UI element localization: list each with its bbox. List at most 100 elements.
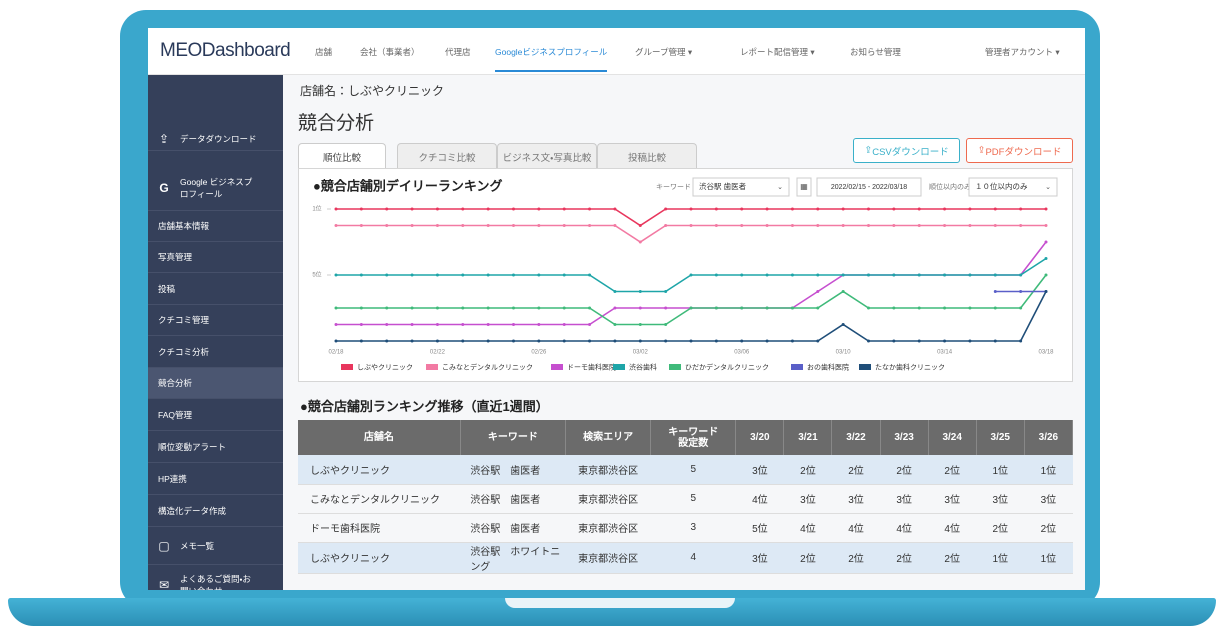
data-point xyxy=(512,274,515,277)
series-line xyxy=(336,226,1046,243)
data-point xyxy=(867,224,870,227)
data-point xyxy=(360,208,363,211)
data-point xyxy=(994,224,997,227)
data-point xyxy=(968,224,971,227)
legend-swatch xyxy=(426,364,438,370)
table-cell: 3位 xyxy=(1024,484,1072,513)
data-point xyxy=(943,224,946,227)
nav-item[interactable]: レポート配信管理 ▾ xyxy=(740,46,815,58)
sidebar-item[interactable]: クチコミ管理 xyxy=(148,305,283,336)
sidebar-item[interactable]: 構造化データ作成 xyxy=(148,495,283,527)
data-point xyxy=(968,307,971,310)
data-point xyxy=(740,208,743,211)
data-point xyxy=(816,224,819,227)
data-point xyxy=(588,323,591,326)
sidebar-item[interactable]: FAQ管理 xyxy=(148,399,283,431)
table-cell: 3位 xyxy=(976,484,1024,513)
data-point xyxy=(487,274,490,277)
table-cell: 1位 xyxy=(976,455,1024,484)
sidebar-item[interactable]: ✉よくあるご質問・お問い合わせ xyxy=(148,565,283,590)
tab[interactable]: 投稿比較 xyxy=(597,143,697,170)
pdf-download-button[interactable]: ⇪PDFダウンロード xyxy=(966,138,1073,163)
data-point xyxy=(664,323,667,326)
data-point xyxy=(639,307,642,310)
data-point xyxy=(335,340,338,343)
data-point xyxy=(867,274,870,277)
sidebar-item[interactable]: HP連携 xyxy=(148,463,283,495)
data-point xyxy=(918,307,921,310)
label: CSVダウンロード xyxy=(872,144,949,158)
data-point xyxy=(563,274,566,277)
data-point xyxy=(335,323,338,326)
data-point xyxy=(1019,340,1022,343)
data-point xyxy=(740,340,743,343)
sidebar-item-active[interactable]: 競合分析 xyxy=(148,368,283,399)
data-point xyxy=(360,274,363,277)
nav-item[interactable]: グループ管理 ▾ xyxy=(635,46,692,58)
tab[interactable]: ビジネス文・写真比較 xyxy=(497,143,597,170)
sidebar-item[interactable]: 写真管理 xyxy=(148,242,283,273)
data-point xyxy=(1045,224,1048,227)
label: データダウンロード xyxy=(180,133,257,145)
table-cell: 東京都渋谷区 xyxy=(566,513,651,542)
nav-item[interactable]: お知らせ管理 xyxy=(850,46,901,58)
x-tick-label: 03/10 xyxy=(836,350,852,356)
table-cell: 3位 xyxy=(880,484,928,513)
data-point xyxy=(842,290,845,293)
table-cell: 1位 xyxy=(976,542,1024,573)
data-point xyxy=(563,340,566,343)
label: 順位変動アラート xyxy=(158,441,226,453)
data-point xyxy=(461,208,464,211)
nav-item[interactable]: 店舗 xyxy=(315,46,332,58)
nav-item[interactable]: 会社（事業者） xyxy=(360,46,420,58)
table-cell: 4位 xyxy=(832,513,880,542)
legend-label: おの歯科医院 xyxy=(807,362,849,371)
data-point xyxy=(537,208,540,211)
screen: MEODashboard 店舗 会社（事業者） 代理店 Googleビジネスプロ… xyxy=(148,28,1085,590)
data-point xyxy=(664,307,667,310)
data-point xyxy=(1019,307,1022,310)
data-point xyxy=(613,290,616,293)
data-point xyxy=(639,323,642,326)
table-cell: 4 xyxy=(651,542,736,573)
table-cell: 渋谷駅 歯医者 xyxy=(460,484,565,513)
tab-active[interactable]: 順位比較 xyxy=(298,143,386,170)
data-point xyxy=(613,208,616,211)
sidebar-item[interactable]: 順位変動アラート xyxy=(148,431,283,463)
sidebar-item[interactable]: 投稿 xyxy=(148,273,283,305)
x-tick-label: 03/02 xyxy=(633,350,649,356)
tab[interactable]: クチコミ比較 xyxy=(397,143,497,170)
logo[interactable]: MEODashboard xyxy=(160,40,290,62)
account-menu[interactable]: 管理者アカウント ▾ xyxy=(985,46,1060,58)
table-cell: 1位 xyxy=(1024,455,1072,484)
data-point xyxy=(385,307,388,310)
data-point xyxy=(385,224,388,227)
data-point xyxy=(436,307,439,310)
data-point xyxy=(994,274,997,277)
legend-swatch xyxy=(341,364,353,370)
sidebar-item[interactable]: 店舗基本情報 xyxy=(148,211,283,242)
sidebar-item[interactable]: クチコミ分析 xyxy=(148,336,283,368)
data-point xyxy=(968,274,971,277)
data-point xyxy=(892,224,895,227)
sidebar-item[interactable]: ▢メモ一覧 xyxy=(148,527,283,565)
data-point xyxy=(588,340,591,343)
filter-value: １０位以内のみ xyxy=(975,181,1028,191)
data-point xyxy=(664,290,667,293)
legend-label: しぶやクリニック xyxy=(357,363,413,371)
csv-download-button[interactable]: ⇪CSVダウンロード xyxy=(853,138,960,163)
data-point xyxy=(918,208,921,211)
nav-item[interactable]: Googleビジネスプロフィール xyxy=(495,46,607,72)
data-point xyxy=(1045,208,1048,211)
data-point xyxy=(690,224,693,227)
sidebar-item[interactable]: ⇪データダウンロード xyxy=(148,127,283,151)
table-cell: 3位 xyxy=(928,484,976,513)
nav-item[interactable]: 代理店 xyxy=(445,46,471,58)
data-point xyxy=(664,340,667,343)
store-name: 店舗名：しぶやクリニック xyxy=(300,82,444,99)
data-point xyxy=(892,274,895,277)
data-point xyxy=(385,208,388,211)
data-point xyxy=(791,224,794,227)
